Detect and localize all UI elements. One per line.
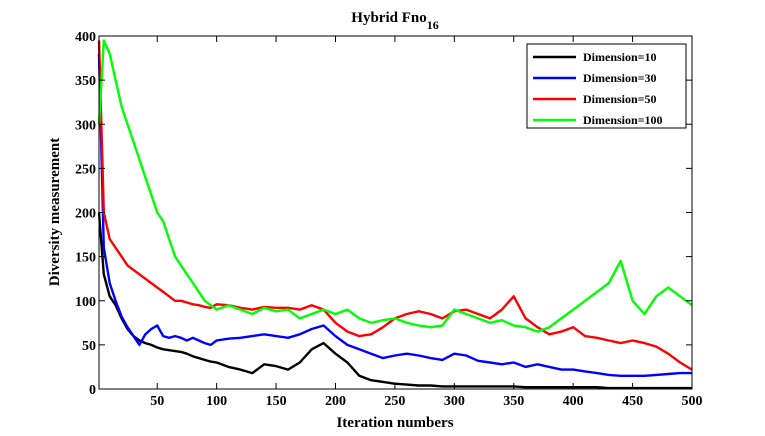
y-tick-label: 250 (75, 162, 96, 177)
x-tick-label: 250 (384, 394, 405, 409)
y-tick-label: 0 (89, 383, 96, 398)
x-axis-label: Iteration numbers (336, 415, 453, 431)
x-tick-label: 200 (325, 394, 346, 409)
series-line-3 (97, 40, 693, 371)
y-tick-label: 400 (75, 30, 96, 45)
x-tick-label: 150 (266, 394, 287, 409)
legend-label-4: Dimension=100 (583, 113, 663, 127)
x-tick-label: 50 (150, 394, 164, 409)
y-axis-label: Diversity measurement (47, 138, 63, 286)
y-tick-label: 100 (75, 295, 96, 310)
legend-label-2: Dimension=30 (583, 71, 657, 85)
y-tick-label: 150 (75, 251, 96, 266)
chart-title-subscript: 16 (427, 18, 439, 32)
x-tick-label: 100 (206, 394, 227, 409)
x-tick-label: 400 (563, 394, 584, 409)
series-line-4 (97, 39, 693, 333)
x-tick-label: 300 (444, 394, 465, 409)
y-tick-label: 350 (75, 74, 96, 89)
x-tick-label: 350 (503, 394, 524, 409)
chart-title-main: Hybrid Fno (351, 10, 426, 26)
chart-title: Hybrid Fno16 (351, 10, 438, 32)
y-tick-label: 300 (75, 118, 96, 133)
series-line-2 (97, 53, 692, 377)
x-tick-label: 450 (622, 394, 643, 409)
y-tick-label: 200 (75, 207, 96, 222)
legend-label-1: Dimension=10 (583, 50, 657, 64)
x-tick-label: 500 (682, 394, 703, 409)
y-tick-label: 50 (82, 339, 96, 354)
legend: Dimension=10 Dimension=30 Dimension=50 Dime… (526, 43, 687, 129)
y-axis: 0 50 100 150 200 250 300 350 400 (75, 30, 692, 398)
x-axis: 50 100 150 200 250 300 350 400 450 500 (150, 36, 703, 409)
legend-label-3: Dimension=50 (583, 92, 657, 106)
